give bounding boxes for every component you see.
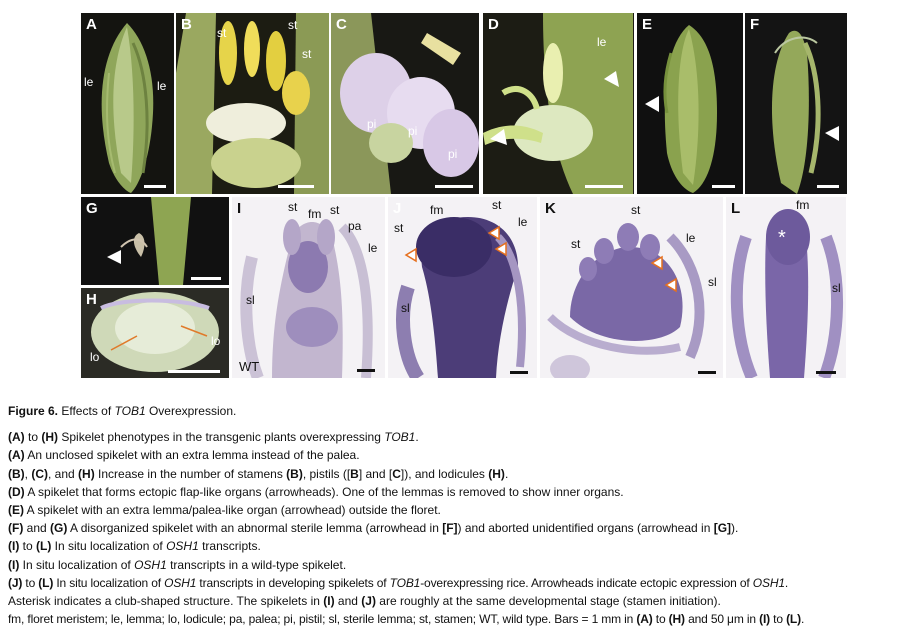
panel-a: A le le (81, 13, 174, 194)
panel-j-image (388, 197, 537, 378)
panel-h: H lo lo (81, 288, 229, 378)
caption-line: (A) An unclosed spikelet with an extra l… (8, 446, 920, 464)
label-le: le (686, 231, 695, 245)
label-st: st (492, 198, 501, 212)
label-st: st (631, 203, 640, 217)
panel-i: I st fm st pa le sl WT (232, 197, 385, 378)
caption-line: (F) and (G) A disorganized spikelet with… (8, 519, 920, 537)
panel-e: E (637, 13, 743, 194)
scale-bar (816, 371, 836, 374)
scale-bar (712, 185, 735, 188)
label-sl: sl (401, 301, 410, 315)
caption-line: fm, floret meristem; le, lemma; lo, lodi… (8, 610, 920, 628)
panel-label-c: C (336, 16, 347, 33)
label-st: st (394, 221, 403, 235)
caption-line: (J) to (L) In situ localization of OSH1 … (8, 574, 920, 592)
label-st-3: st (302, 47, 311, 61)
label-pi-1: pi (367, 117, 376, 131)
scale-bar (144, 185, 166, 188)
label-pa: pa (348, 219, 361, 233)
scale-bar (817, 185, 839, 188)
scale-bar (168, 370, 220, 373)
caption-line: (D) A spikelet that forms ectopic flap-l… (8, 483, 920, 501)
label-fm: fm (796, 198, 809, 212)
label-st-2: st (288, 18, 297, 32)
panel-b: B st st st (176, 13, 329, 194)
panel-b-image (176, 13, 329, 194)
panel-k: K st st le sl (540, 197, 723, 378)
label-st: st (330, 203, 339, 217)
panel-g-image (81, 197, 229, 285)
caption-line: (B), (C), and (H) Increase in the number… (8, 465, 920, 483)
panel-a-image (81, 13, 174, 194)
panel-f-image (745, 13, 847, 194)
label-pi-2: pi (408, 124, 417, 138)
label-asterisk: * (778, 227, 786, 250)
panel-l: L fm * sl (726, 197, 846, 378)
panel-label-b: B (181, 16, 192, 33)
label-le-1: le (84, 75, 93, 89)
caption-line: (I) In situ localization of OSH1 transcr… (8, 556, 920, 574)
panel-label-h: H (86, 291, 97, 308)
label-st: st (571, 237, 580, 251)
panel-d-image (483, 13, 634, 194)
caption-line: (E) A spikelet with an extra lemma/palea… (8, 501, 920, 519)
panel-label-j: J (393, 200, 401, 217)
figure-caption: Figure 6. Effects of TOB1 Overexpression… (8, 402, 920, 628)
panel-label-d: D (488, 16, 499, 33)
label-sl: sl (246, 293, 255, 307)
panel-label-e: E (642, 16, 652, 33)
label-fm: fm (308, 207, 321, 221)
label-lo-1: lo (90, 350, 99, 364)
panel-i-image (232, 197, 385, 378)
label-st-1: st (217, 26, 226, 40)
panel-c: C pi pi pi (331, 13, 479, 194)
panel-f: F (745, 13, 847, 194)
panel-c-image (331, 13, 479, 194)
caption-line: (I) to (L) In situ localization of OSH1 … (8, 537, 920, 555)
scale-bar (357, 369, 375, 372)
label-sl: sl (832, 281, 841, 295)
panel-h-image (81, 288, 229, 378)
panel-d: D le (483, 13, 634, 194)
label-le-2: le (157, 79, 166, 93)
panel-e-image (637, 13, 743, 194)
label-le: le (597, 35, 606, 49)
label-fm: fm (430, 203, 443, 217)
panel-label-g: G (86, 200, 98, 217)
panel-j: J fm st le st sl (388, 197, 537, 378)
scale-bar (435, 185, 473, 188)
scale-bar (191, 277, 221, 280)
label-lo-2: lo (211, 334, 220, 348)
caption-line: Asterisk indicates a club-shaped structu… (8, 592, 920, 610)
panel-k-image (540, 197, 723, 378)
label-sl: sl (708, 275, 717, 289)
caption-line: (A) to (H) Spikelet phenotypes in the tr… (8, 428, 920, 446)
caption-title: Figure 6. Effects of TOB1 Overexpression… (8, 402, 920, 420)
label-le: le (368, 241, 377, 255)
label-wt: WT (239, 359, 259, 374)
panel-label-k: K (545, 200, 556, 217)
panel-label-i: I (237, 200, 241, 217)
panel-g: G (81, 197, 229, 285)
scale-bar (510, 371, 528, 374)
panel-label-l: L (731, 200, 740, 217)
label-pi-3: pi (448, 147, 457, 161)
scale-bar (698, 371, 716, 374)
scale-bar (585, 185, 623, 188)
scale-bar (278, 185, 314, 188)
label-st: st (288, 200, 297, 214)
panel-label-f: F (750, 16, 759, 33)
panel-label-a: A (86, 16, 97, 33)
label-le: le (518, 215, 527, 229)
panel-l-image (726, 197, 846, 378)
